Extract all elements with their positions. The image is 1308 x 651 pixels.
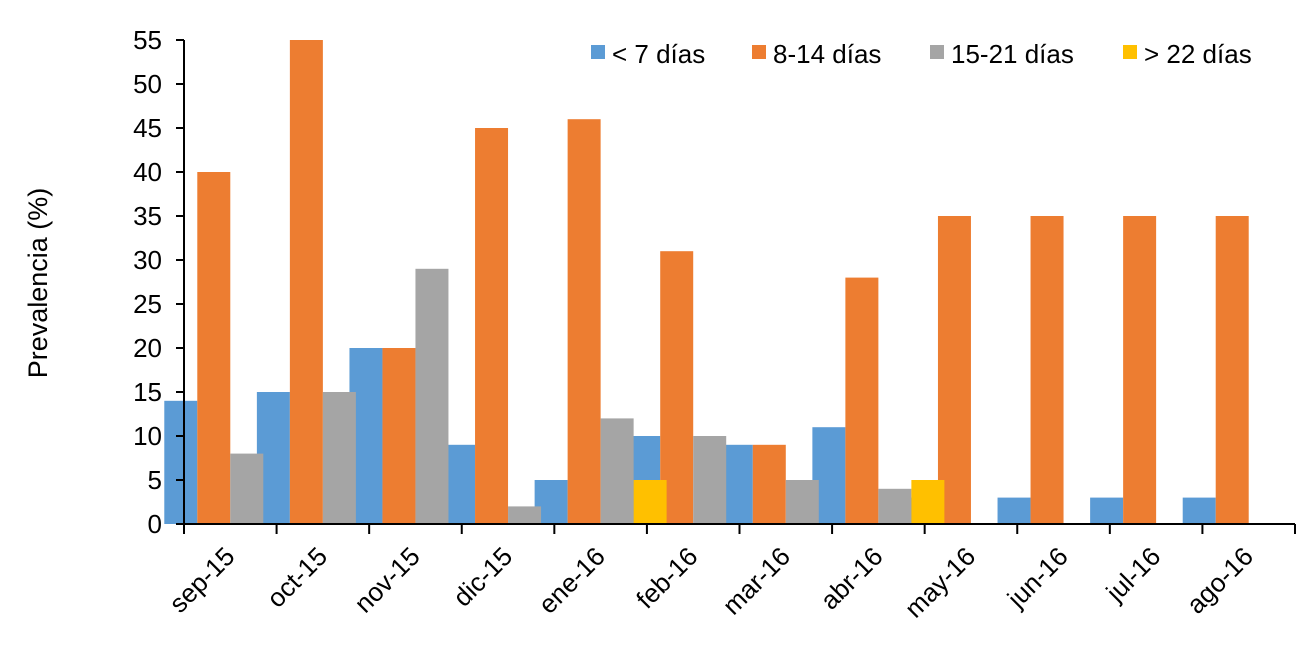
bars-group bbox=[164, 40, 1249, 524]
y-tick-label: 25 bbox=[133, 289, 162, 319]
bar bbox=[911, 480, 945, 524]
legend: < 7 días 8-14 días 15-21 días > 22 días bbox=[591, 39, 1252, 69]
bar bbox=[164, 400, 198, 524]
x-tick-label: sep-15 bbox=[163, 541, 240, 618]
x-tick-label: mar-16 bbox=[717, 541, 796, 620]
x-tick-label: may-16 bbox=[899, 541, 982, 624]
legend-swatch bbox=[591, 45, 605, 59]
y-tick-label: 45 bbox=[133, 113, 162, 143]
y-tick-label: 15 bbox=[133, 377, 162, 407]
bar bbox=[785, 480, 819, 524]
bar bbox=[475, 128, 509, 524]
bar bbox=[660, 251, 694, 524]
x-tick-label: oct-15 bbox=[261, 541, 333, 613]
legend-label: 8-14 días bbox=[773, 39, 881, 69]
bar bbox=[600, 418, 634, 524]
y-tick-label: 0 bbox=[148, 509, 162, 539]
bar bbox=[937, 216, 971, 524]
bar bbox=[197, 172, 231, 524]
y-tick-label: 35 bbox=[133, 201, 162, 231]
bar bbox=[1215, 216, 1249, 524]
legend-swatch bbox=[930, 45, 944, 59]
x-axis-ticks: sep-15 oct-15 nov-15 dic-15 ene-16 feb-16 mar-… bbox=[163, 524, 1296, 624]
y-axis-title: Prevalencia (%) bbox=[23, 188, 53, 379]
bar bbox=[382, 348, 416, 524]
bar bbox=[289, 40, 323, 524]
x-tick-label: abr-16 bbox=[814, 541, 888, 615]
bar bbox=[1090, 497, 1124, 524]
bar bbox=[1123, 216, 1157, 524]
bar bbox=[567, 119, 601, 524]
y-tick-label: 5 bbox=[148, 465, 162, 495]
bar bbox=[508, 506, 542, 524]
bar bbox=[693, 436, 727, 524]
bar bbox=[845, 277, 879, 524]
x-tick-label: nov-15 bbox=[348, 541, 425, 618]
bar bbox=[230, 453, 264, 524]
y-tick-label: 40 bbox=[133, 157, 162, 187]
bar bbox=[415, 268, 449, 524]
bar bbox=[1030, 216, 1064, 524]
legend-label: < 7 días bbox=[612, 39, 705, 69]
x-tick-label: ene-16 bbox=[532, 541, 610, 619]
bar bbox=[878, 488, 912, 524]
legend-swatch bbox=[752, 45, 766, 59]
y-tick-label: 30 bbox=[133, 245, 162, 275]
legend-label: > 22 días bbox=[1144, 39, 1252, 69]
bar bbox=[633, 480, 667, 524]
x-tick-label: jun-16 bbox=[1001, 541, 1074, 614]
x-tick-label: dic-15 bbox=[447, 541, 518, 612]
x-tick-label: jul-16 bbox=[1099, 541, 1166, 608]
bar bbox=[1182, 497, 1216, 524]
bar bbox=[322, 392, 356, 524]
x-tick-label: ago-16 bbox=[1180, 541, 1258, 619]
y-tick-label: 20 bbox=[133, 333, 162, 363]
y-axis-ticks: 0 5 10 15 20 25 30 35 40 45 50 55 bbox=[133, 25, 184, 539]
y-tick-label: 55 bbox=[133, 25, 162, 55]
y-tick-label: 10 bbox=[133, 421, 162, 451]
x-tick-label: feb-16 bbox=[630, 541, 703, 614]
bar bbox=[752, 444, 786, 524]
y-tick-label: 50 bbox=[133, 69, 162, 99]
legend-swatch bbox=[1123, 45, 1137, 59]
bar bbox=[997, 497, 1031, 524]
legend-label: 15-21 días bbox=[951, 39, 1074, 69]
